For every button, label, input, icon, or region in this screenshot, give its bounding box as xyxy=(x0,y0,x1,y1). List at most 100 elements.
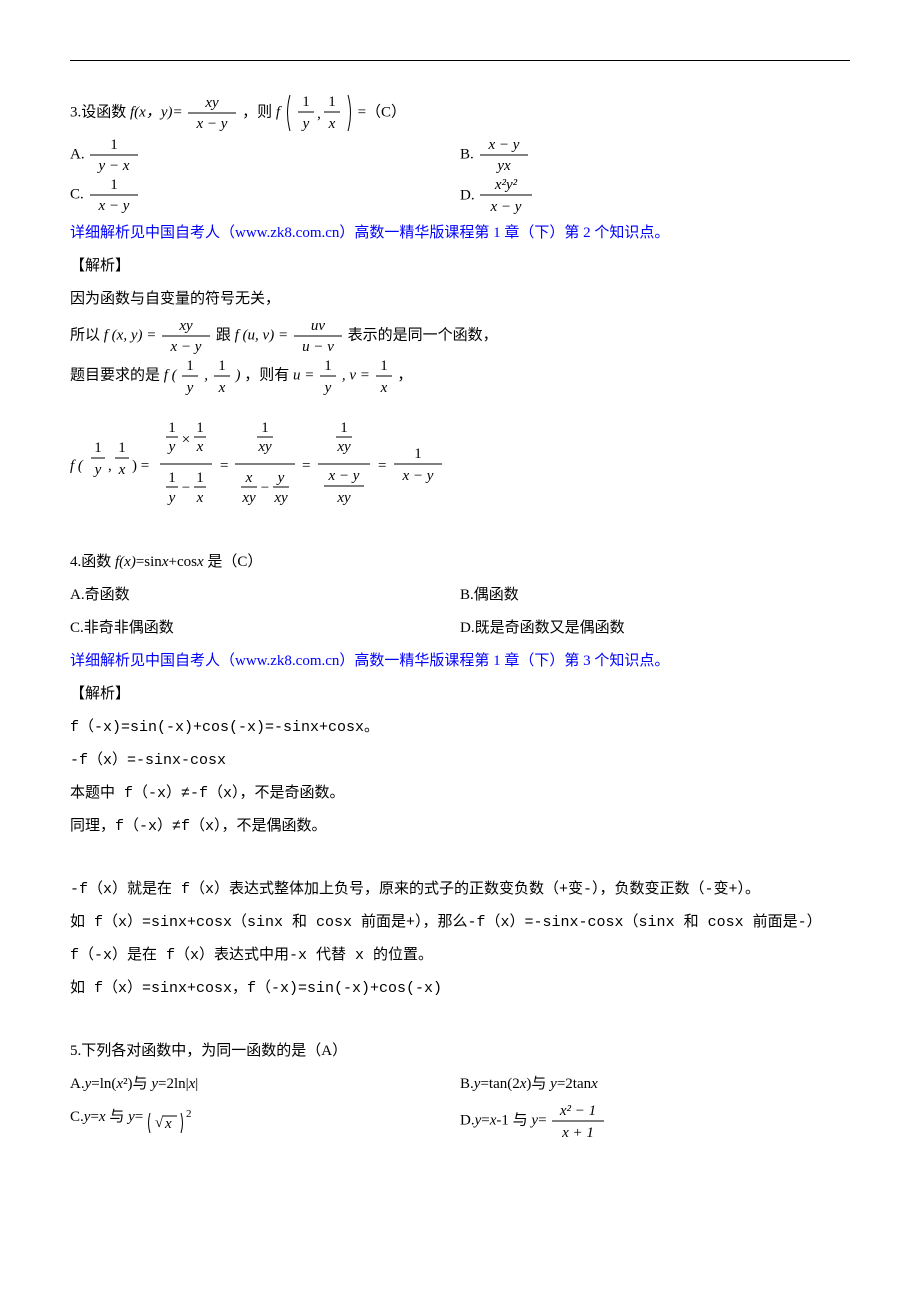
rparen: ) xyxy=(235,367,240,383)
svg-text:xy: xy xyxy=(273,490,288,506)
svg-text:1: 1 xyxy=(187,358,195,374)
svg-text:−: − xyxy=(261,480,269,496)
svg-text:x − y: x − y xyxy=(170,339,202,355)
q5-options-row1: A.y=ln(x²)与 y=2ln|x| B.y=tan(2x)与 y=2tan… xyxy=(70,1068,850,1101)
q3-stem-prefix: 3.设函数 xyxy=(70,104,126,120)
q3-sol-frac-xy: xy x − y xyxy=(160,316,212,356)
svg-text:=: = xyxy=(378,458,386,474)
q3-opt-b-label: B. xyxy=(460,146,474,162)
q3-opt-d-frac: x²y² x − y xyxy=(478,175,534,217)
svg-text:2: 2 xyxy=(186,1108,192,1120)
q3-sol-line3-prefix: 题目要求的是 xyxy=(70,367,160,383)
svg-text:1: 1 xyxy=(94,440,102,456)
q3-v-frac: 1 x xyxy=(374,356,394,396)
svg-text:y − x: y − x xyxy=(97,158,130,174)
q4-options-row2: C.非奇非偶函数 D.既是奇函数又是偶函数 xyxy=(70,612,850,645)
q3-sol-line3-f: f ( xyxy=(164,367,177,383)
q3-sol-mid: 跟 xyxy=(216,327,231,343)
q3-sol-fuv: f (u, v) = xyxy=(235,327,292,343)
q3-sol-line2-prefix: 所以 xyxy=(70,327,100,343)
q5-options-row2: C.y=x 与 y= √ x 2 D.y=x-1 与 y= x² − 1 x +… xyxy=(70,1101,850,1141)
svg-text:1: 1 xyxy=(196,470,204,486)
q3-stem: 3.设函数 f(x，y)= xy x − y ，则 f 1 y , 1 x xyxy=(70,91,850,135)
q3-options-row2: C. 1 x − y D. x²y² x − y xyxy=(70,175,850,217)
comma1: , xyxy=(204,367,212,383)
q5-opt-c-expr: √ x 2 xyxy=(147,1103,197,1133)
svg-text:x − y: x − y xyxy=(402,468,434,484)
svg-text:y: y xyxy=(167,490,176,506)
svg-text:f (: f ( xyxy=(70,458,84,474)
q4-sol2-l1: 如 f（x）=sinx+cosx（sinx 和 cosx 前面是+），那么-f（… xyxy=(70,906,850,939)
q3-sol-header: 【解析】 xyxy=(70,250,850,283)
svg-text:x: x xyxy=(118,462,126,478)
q3-v-lhs: , v = xyxy=(342,367,370,383)
svg-text:y: y xyxy=(323,380,332,396)
svg-text:xy: xy xyxy=(178,318,193,334)
q3-opt-a-frac: 1 y − x xyxy=(88,135,140,175)
q3-sol-line3: 题目要求的是 f ( 1 y , 1 x ) ，则有 u = 1 y xyxy=(70,356,850,396)
q3-f-letter: f xyxy=(276,104,284,120)
svg-text:x² − 1: x² − 1 xyxy=(559,1103,596,1119)
svg-text:1: 1 xyxy=(168,470,176,486)
svg-text:x: x xyxy=(196,490,204,506)
q4-opt-b: B.偶函数 xyxy=(460,579,850,612)
svg-text:1: 1 xyxy=(302,94,310,110)
svg-text:xy: xy xyxy=(257,439,272,455)
svg-text:x − y: x − y xyxy=(490,199,522,215)
q5-opt-c: C.y=x 与 y= √ x 2 xyxy=(70,1101,460,1141)
q4-opt-a: A.奇函数 xyxy=(70,579,460,612)
q3-link[interactable]: 详细解析见中国自考人（www.zk8.com.cn）高数一精华版课程第 1 章（… xyxy=(70,217,850,250)
q3-sol-line3-mid: ，则有 xyxy=(244,367,289,383)
q4-sol-l3: 同理，f（-x）≠f（x），不是偶函数。 xyxy=(70,810,850,843)
q3-opt-b-frac: x − y yx xyxy=(478,135,530,175)
q4-sol2-l2: f（-x）是在 f（x）表达式中用-x 代替 x 的位置。 xyxy=(70,939,850,972)
q5-opt-d-frac: x² − 1 x + 1 xyxy=(550,1101,606,1141)
q3-sol-line2: 所以 f (x, y) = xy x − y 跟 f (u, v) = uv u… xyxy=(70,316,850,356)
svg-text:x + 1: x + 1 xyxy=(561,1125,594,1141)
svg-text:x: x xyxy=(217,380,225,396)
svg-text:1: 1 xyxy=(328,94,336,110)
svg-text:yx: yx xyxy=(495,158,511,174)
svg-text:y: y xyxy=(276,470,285,486)
svg-text:xy: xy xyxy=(241,490,256,506)
q3-u-lhs: u = xyxy=(293,367,314,383)
svg-text:1: 1 xyxy=(324,358,332,374)
svg-text:x: x xyxy=(196,439,204,455)
svg-text:uv: uv xyxy=(311,318,326,334)
svg-text:xy: xy xyxy=(336,490,351,506)
q4-options-row1: A.奇函数 B.偶函数 xyxy=(70,579,850,612)
svg-text:u − v: u − v xyxy=(302,339,334,355)
svg-text:1: 1 xyxy=(414,446,422,462)
svg-text:) =: ) = xyxy=(132,458,149,474)
q5-opt-b: B.y=tan(2x)与 y=2tanx xyxy=(460,1068,850,1101)
svg-text:,: , xyxy=(108,458,112,474)
q4-sol2-l0: -f（x）就是在 f（x）表达式整体加上负号，原来的式子的正数变负数（+变-），… xyxy=(70,873,850,906)
svg-text:x²y²: x²y² xyxy=(494,177,518,193)
svg-text:x: x xyxy=(164,1116,172,1132)
svg-text:y: y xyxy=(93,462,102,478)
svg-text:x: x xyxy=(327,116,335,132)
q3-sol-line3-tail: ， xyxy=(397,367,412,383)
svg-text:xy: xy xyxy=(205,95,220,111)
q4-sol-header: 【解析】 xyxy=(70,678,850,711)
q3-opt-a-label: A. xyxy=(70,146,85,162)
svg-text:1: 1 xyxy=(111,137,119,153)
q4-link[interactable]: 详细解析见中国自考人（www.zk8.com.cn）高数一精华版课程第 1 章（… xyxy=(70,645,850,678)
q3-sol-frac-uv: uv u − v xyxy=(292,316,344,356)
q5-stem: 5.下列各对函数中，为同一函数的是（A） xyxy=(70,1035,850,1068)
svg-text:−: − xyxy=(182,480,190,496)
q4-sol-l2: 本题中 f（-x）≠-f（x），不是奇函数。 xyxy=(70,777,850,810)
q3-fcall: 1 y , 1 x xyxy=(284,91,354,135)
top-rule xyxy=(70,60,850,61)
svg-text:,: , xyxy=(317,106,321,122)
q3-sol-line1: 因为函数与自变量的符号无关， xyxy=(70,283,850,316)
q3-sol-fxy: f (x, y) = xyxy=(104,327,160,343)
svg-text:√: √ xyxy=(155,1115,164,1131)
q4-opt-d: D.既是奇函数又是偶函数 xyxy=(460,612,850,645)
svg-text:=: = xyxy=(302,458,310,474)
q3-sol-line2-suffix: 表示的是同一个函数， xyxy=(348,327,498,343)
svg-text:x − y: x − y xyxy=(196,116,228,132)
q3-frac-xy: xy x − y xyxy=(186,93,238,133)
q4-stem: 4.函数 f(x)=sinx+cosx 是（C） xyxy=(70,546,850,579)
svg-text:xy: xy xyxy=(336,439,351,455)
